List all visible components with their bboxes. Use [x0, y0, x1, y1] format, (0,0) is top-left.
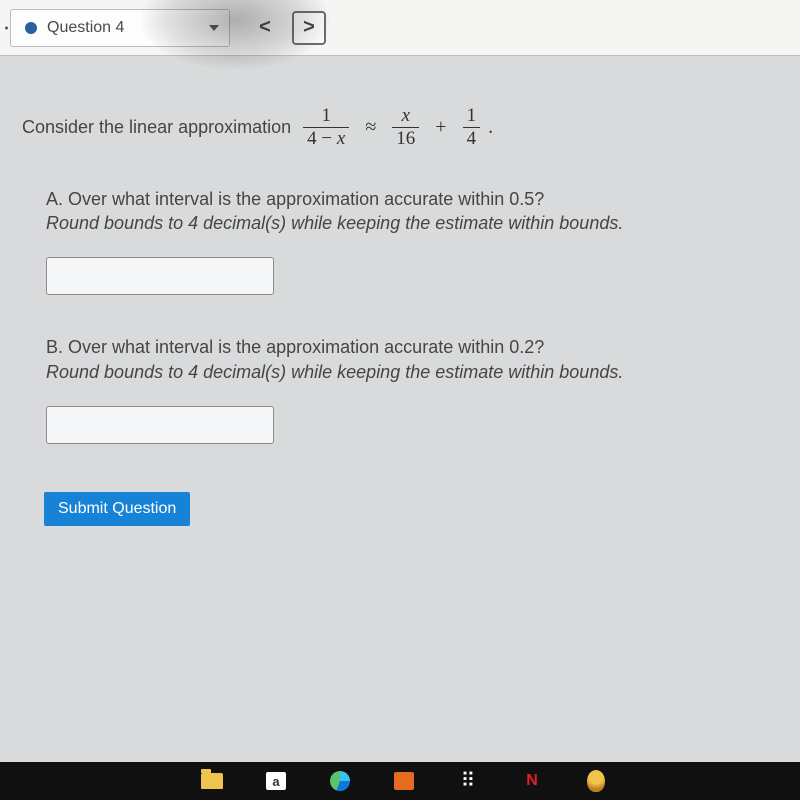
next-question-button[interactable]: >: [292, 11, 326, 45]
t1-denominator: 16: [392, 129, 419, 149]
approx-symbol: ≈: [365, 116, 376, 139]
part-a-question: A. Over what interval is the approximati…: [46, 187, 772, 236]
fraction-lhs: 1 4 − x: [303, 106, 349, 149]
part-b-question: B. Over what interval is the approximati…: [46, 335, 772, 384]
submit-question-button[interactable]: Submit Question: [44, 492, 190, 526]
part-a-answer-input[interactable]: [46, 257, 274, 295]
fraction-term1: x 16: [392, 106, 419, 149]
part-a: A. Over what interval is the approximati…: [46, 187, 772, 296]
lhs-den-text: 4 −: [307, 128, 332, 149]
question-toolbar: Question 4 < >: [0, 0, 800, 56]
question-nav: < >: [248, 11, 326, 45]
question-dropdown-label: Question 4: [47, 19, 209, 37]
dropbox-icon[interactable]: ⠿: [456, 769, 480, 793]
file-explorer-icon[interactable]: [200, 769, 224, 793]
fraction-term2: 1 4: [463, 106, 481, 149]
problem-intro-text: Consider the linear approximation: [22, 117, 291, 138]
part-a-letter: A.: [46, 189, 63, 209]
windows-taskbar: a ⠿ N: [0, 762, 800, 800]
question-body: Consider the linear approximation 1 4 − …: [0, 56, 800, 526]
statement-period: .: [488, 116, 493, 139]
question-dropdown[interactable]: Question 4: [10, 9, 230, 47]
problem-statement: Consider the linear approximation 1 4 − …: [22, 106, 772, 149]
part-b-answer-input[interactable]: [46, 406, 274, 444]
part-b: B. Over what interval is the approximati…: [46, 335, 772, 444]
chevron-down-icon: [209, 25, 219, 31]
t2-numerator: 1: [463, 106, 481, 126]
plus-symbol: +: [435, 116, 446, 139]
part-b-text: Over what interval is the approximation …: [68, 337, 544, 357]
netflix-icon[interactable]: N: [520, 769, 544, 793]
browser-icon[interactable]: [328, 769, 352, 793]
store-icon[interactable]: a: [264, 769, 288, 793]
app-yellow-icon[interactable]: [584, 769, 608, 793]
part-b-letter: B.: [46, 337, 63, 357]
lhs-numerator: 1: [317, 106, 335, 126]
part-a-hint: Round bounds to 4 decimal(s) while keepi…: [46, 213, 623, 233]
t2-denominator: 4: [463, 129, 481, 149]
question-status-dot: [25, 22, 37, 34]
lhs-denominator: 4 − x: [303, 129, 349, 149]
part-a-text: Over what interval is the approximation …: [68, 189, 544, 209]
part-b-hint: Round bounds to 4 decimal(s) while keepi…: [46, 362, 623, 382]
prev-question-button[interactable]: <: [248, 11, 282, 45]
app-orange-icon[interactable]: [392, 769, 416, 793]
lhs-den-var: x: [337, 128, 345, 149]
t1-numerator: x: [398, 106, 414, 126]
